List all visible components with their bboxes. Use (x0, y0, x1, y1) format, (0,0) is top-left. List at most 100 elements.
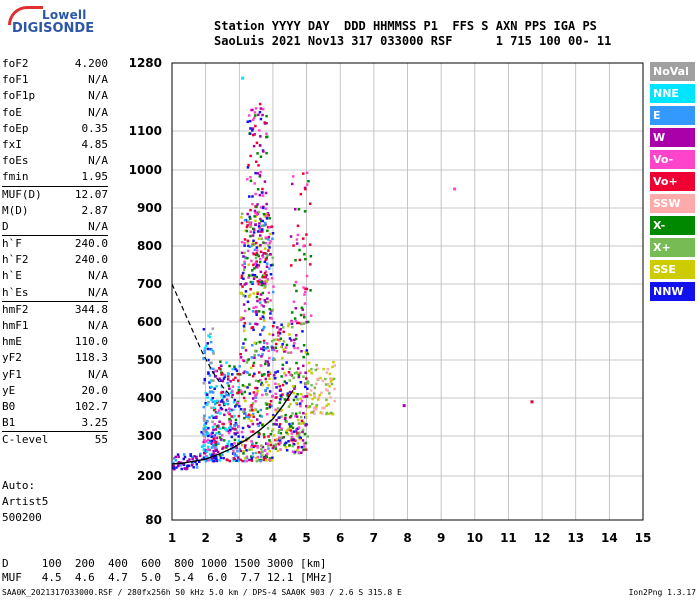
echo-point (328, 385, 331, 388)
echo-point (310, 402, 314, 406)
echo-point (263, 260, 267, 264)
echo-point (243, 283, 247, 286)
echo-point (264, 300, 267, 304)
echo-point (233, 398, 237, 402)
echo-point (182, 457, 185, 461)
echo-point (274, 342, 278, 346)
echo-point (294, 337, 298, 341)
param-separator (2, 185, 108, 187)
echo-point (256, 152, 259, 155)
echo-point (305, 183, 309, 186)
legend-item: NoVal (650, 62, 695, 81)
echo-point (303, 290, 307, 294)
echo-point (207, 448, 210, 451)
echo-point (241, 384, 245, 387)
echo-point (319, 376, 322, 380)
echo-point (248, 409, 252, 412)
echo-point (313, 386, 317, 390)
echo-point (256, 299, 259, 303)
echo-point (280, 375, 283, 378)
echo-point (235, 403, 238, 407)
echo-point (251, 269, 254, 272)
echo-point (296, 393, 299, 396)
echo-point (190, 463, 194, 467)
echo-point (243, 329, 246, 332)
echo-point (212, 459, 215, 463)
echo-point (260, 191, 264, 194)
echo-point (218, 377, 221, 380)
echo-point (237, 379, 240, 382)
echo-point (258, 257, 262, 261)
echo-point (237, 391, 241, 394)
echo-point (295, 415, 299, 418)
echo-point (244, 444, 247, 447)
echo-point (285, 449, 289, 452)
echo-point (234, 367, 237, 371)
echo-point (296, 427, 299, 430)
echo-point (276, 407, 280, 410)
param-value: 20.0 (81, 383, 109, 397)
echo-point (292, 344, 295, 348)
echo-point (305, 395, 309, 398)
echo-point (248, 195, 251, 198)
echo-point (259, 135, 262, 138)
echo-point (266, 442, 269, 445)
echo-point (202, 435, 206, 438)
echo-point (205, 344, 208, 347)
echo-point (288, 427, 291, 431)
echo-point (212, 367, 215, 371)
echo-point (252, 361, 256, 365)
echo-point (286, 432, 289, 436)
echo-point (259, 293, 263, 296)
echo-point (309, 202, 312, 205)
echo-point (215, 440, 219, 444)
echo-point (247, 114, 251, 117)
echo-point (291, 450, 295, 454)
echo-point (225, 428, 228, 432)
echo-point (260, 444, 263, 447)
echo-point (247, 415, 251, 419)
param-label: foF2 (2, 57, 29, 70)
echo-point (267, 244, 270, 247)
echo-point (258, 226, 261, 229)
echo-point (211, 446, 214, 449)
echo-point (206, 347, 210, 351)
echo-point (309, 393, 312, 397)
echo-point (268, 307, 271, 311)
echo-point (303, 316, 306, 319)
echo-point (249, 208, 252, 212)
echo-point (271, 446, 275, 450)
echo-point (265, 114, 268, 118)
legend-item: SSW (650, 194, 695, 213)
echo-point (262, 327, 265, 331)
y-tick-label: 700 (137, 277, 162, 291)
station-header: Station YYYY DAY DDD HHMMSS P1 FFS S AXN… (214, 19, 611, 49)
echo-point (261, 393, 264, 397)
y-tick-label: 1000 (129, 163, 162, 177)
echo-point (264, 241, 267, 245)
param-label: foF1p (2, 89, 36, 103)
echo-point (266, 452, 269, 456)
echo-point (250, 440, 253, 443)
echo-point (280, 415, 283, 418)
param-label: foEs (2, 154, 29, 168)
echo-point (275, 410, 278, 413)
echo-point (313, 412, 316, 416)
auto-code: 500200 (2, 511, 42, 524)
legend-item: E (650, 106, 695, 125)
echo-point (322, 367, 325, 371)
echo-point (265, 135, 268, 139)
echo-point (310, 384, 313, 387)
echo-point (237, 456, 240, 459)
param-row: foF1 N/A (0, 72, 112, 88)
echo-point (278, 436, 281, 440)
param-value: 240.0 (74, 237, 108, 251)
echo-point (182, 463, 186, 466)
echo-point (303, 302, 307, 305)
echo-point (270, 225, 274, 228)
echo-point (204, 459, 208, 463)
echo-point (256, 230, 260, 233)
echo-point (201, 432, 205, 436)
echo-point (325, 398, 328, 402)
echo-point (237, 435, 240, 438)
